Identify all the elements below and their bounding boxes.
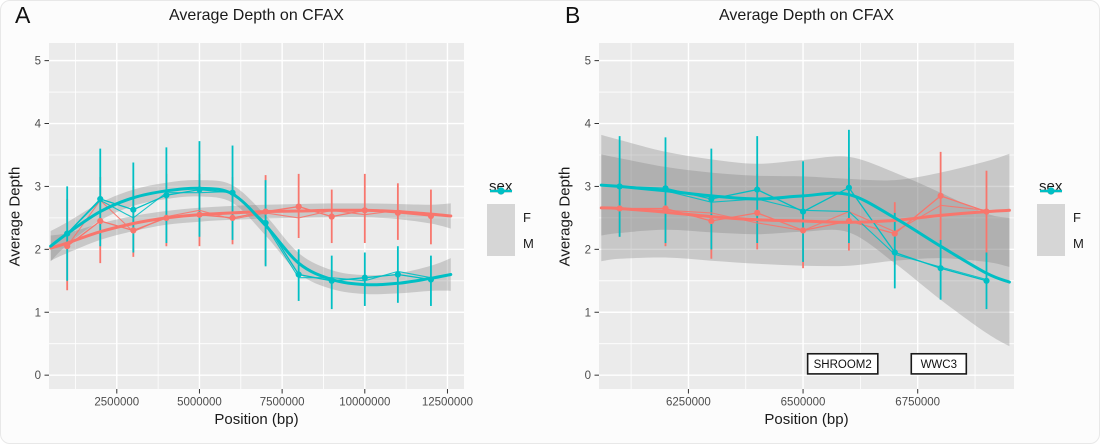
legend-entry-m: M [1037,187,1099,256]
svg-text:4: 4 [585,119,592,131]
svg-text:1: 1 [585,307,591,319]
legend-entry-f: F [487,187,549,230]
svg-text:WWC3: WWC3 [921,359,957,371]
panel-a-label: A [15,2,31,28]
svg-text:0: 0 [35,370,41,382]
subplot-b: SHROOM2 WWC3 6250000 6500000 6750000 0 1 2 3 4 5 B… [551,1,1099,443]
subplot-a: 2500000 5000000 7500000 10000000 12500000 0 1 2… [1,1,551,443]
panel-b-y-axis-title: Average Depth [556,166,574,267]
axis-ticks: 6250000 6500000 6750000 0 1 2 3 4 5 [585,56,940,409]
smooth-line-f [599,206,1011,224]
legend-label-m: M [523,235,534,251]
panel-a-y-axis-title: Average Depth [6,166,24,267]
svg-text:1: 1 [35,307,41,319]
svg-text:5: 5 [35,56,41,68]
svg-text:4: 4 [35,119,42,131]
legend-label-m: M [1073,235,1084,251]
legend-entry-f: F [1037,187,1099,230]
panel-b-chart: SHROOM2 WWC3 6250000 6500000 6750000 0 1 2 3 4 5 [585,43,1014,409]
svg-text:SHROOM2: SHROOM2 [814,359,872,371]
svg-text:7500000: 7500000 [260,397,305,409]
axis-ticks: 2500000 5000000 7500000 10000000 12500000 0 1 2… [35,56,473,409]
svg-text:12500000: 12500000 [422,397,473,409]
panel-b-legend: sex F M [1037,178,1099,256]
panel-a-x-axis-title: Position (bp) [214,411,299,428]
panel-a-title: Average Depth on CFAX [169,7,344,24]
panel-b-label: B [565,2,581,28]
plot-area [49,43,464,389]
svg-text:2: 2 [585,244,591,256]
ci-ribbon-m [601,134,1010,347]
legend-key-m-icon [1037,187,1065,256]
plot-area: SHROOM2 WWC3 [599,43,1014,389]
panel-a-chart: 2500000 5000000 7500000 10000000 12500000 0 1 2… [35,43,473,409]
svg-text:6500000: 6500000 [781,397,826,409]
svg-text:2: 2 [35,244,41,256]
panel-b-x-axis-title: Position (bp) [764,411,849,428]
minor-gridlines [599,43,1014,389]
svg-text:6750000: 6750000 [895,397,940,409]
legend-label-f: F [1073,209,1081,225]
panel-b-title: Average Depth on CFAX [719,7,894,24]
legend-key-f-icon [487,187,515,230]
ci-ribbon-f [50,203,451,261]
legend-key-m-icon [487,187,515,256]
smooth-line-m [599,183,1011,284]
points-m [64,186,435,284]
svg-text:5: 5 [585,56,591,68]
svg-text:0: 0 [585,370,591,382]
points-f [64,203,435,250]
data-line2-f [66,199,431,247]
major-gridlines [599,43,1014,389]
legend-label-f: F [523,209,531,225]
legend-entry-m: M [487,187,549,256]
panel-a-legend: sex F M [487,178,549,256]
points-m [616,183,990,284]
points-f [616,192,990,237]
smooth-line-m [49,186,453,287]
svg-text:3: 3 [585,181,591,193]
svg-text:10000000: 10000000 [339,397,390,409]
gene-box-shroom2: SHROOM2 [806,352,879,375]
gene-box-wwc3: WWC3 [910,352,968,375]
svg-text:2500000: 2500000 [94,397,139,409]
legend-key-f-icon [1037,187,1065,230]
svg-text:5000000: 5000000 [177,397,222,409]
svg-text:3: 3 [35,181,41,193]
svg-text:6250000: 6250000 [666,397,711,409]
